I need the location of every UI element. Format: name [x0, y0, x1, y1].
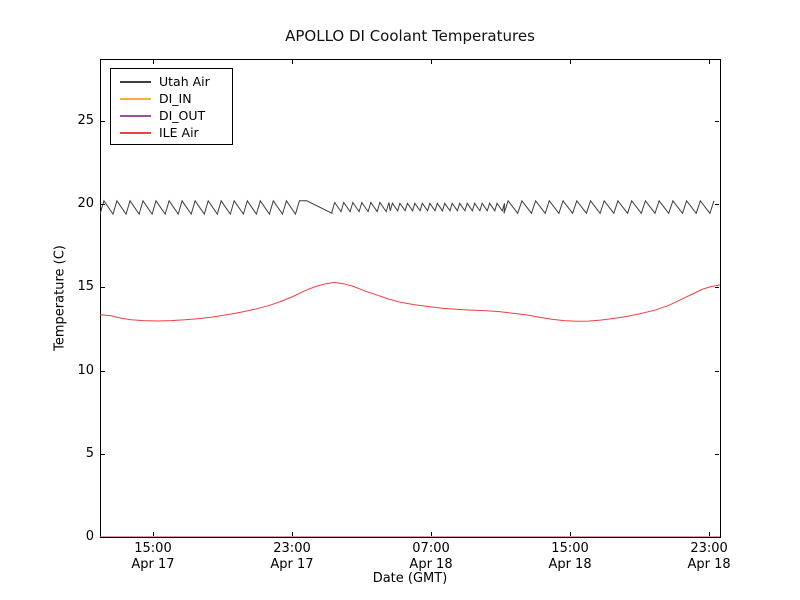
y-tick-label: 5 [85, 445, 94, 461]
x-tick-label: 23:00 Apr 17 [270, 541, 314, 572]
legend-label: Utah Air [159, 74, 210, 89]
y-tick-label: 20 [77, 196, 94, 212]
y-axis-label: Temperature (C) [52, 245, 68, 351]
di-out-line-swatch [120, 114, 151, 117]
legend-label: DI_OUT [159, 108, 206, 123]
legend-label: ILE Air [159, 125, 199, 140]
x-axis-label: Date (GMT) [372, 571, 448, 586]
legend-entry-di-out: DI_OUT [111, 107, 232, 124]
x-tick-label: 15:00 Apr 17 [131, 541, 175, 572]
utah-air-line-swatch [120, 80, 151, 83]
y-tick-label: 15 [77, 279, 94, 295]
di-in-line-swatch [120, 97, 151, 100]
y-tick-label: 10 [77, 362, 94, 378]
legend-entry-di-in: DI_IN [111, 90, 232, 107]
legend-label: DI_IN [159, 91, 192, 106]
x-tick-label: 15:00 Apr 18 [548, 541, 592, 572]
x-tick-label: 23:00 Apr 18 [687, 541, 731, 572]
y-tick-label: 0 [85, 529, 94, 544]
legend: Utah Air DI_IN DI_OUT ILE Air [110, 68, 233, 145]
legend-entry-ile-air: ILE Air [111, 124, 232, 141]
x-tick-label: 07:00 Apr 18 [409, 541, 453, 572]
legend-entry-utah-air: Utah Air [111, 73, 232, 90]
ile-air-line-swatch [120, 131, 151, 134]
chart-title: APOLLO DI Coolant Temperatures [285, 27, 535, 45]
y-tick-label: 25 [77, 112, 94, 128]
